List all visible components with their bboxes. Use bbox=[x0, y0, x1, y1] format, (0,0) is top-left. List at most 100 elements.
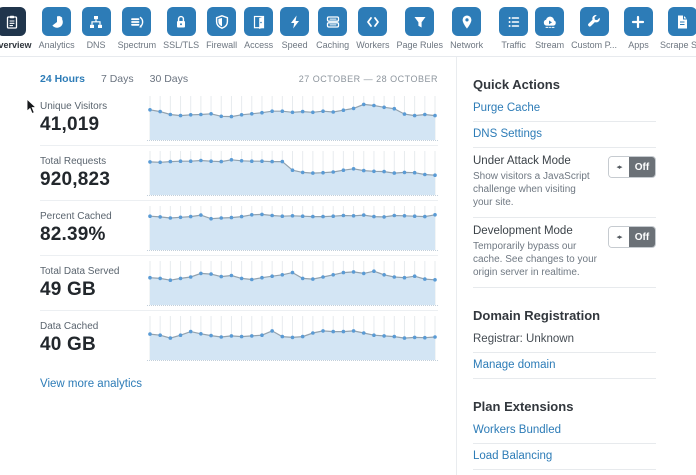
server-stack-icon bbox=[318, 7, 348, 36]
tab-speed[interactable]: Speed bbox=[280, 7, 310, 50]
metric-row-unique-visitors: Unique Visitors 41,019 bbox=[40, 91, 438, 146]
tab-overview[interactable]: Overview bbox=[0, 7, 32, 50]
development-mode-description: Temporarily bypass our cache. See change… bbox=[473, 241, 597, 278]
sidebar: Quick Actions Purge Cache DNS Settings U… bbox=[457, 57, 696, 475]
tab-24-hours[interactable]: 24 Hours bbox=[40, 73, 85, 85]
metric-label: Total Data Served bbox=[40, 265, 120, 277]
pie-chart-icon bbox=[42, 7, 72, 36]
metric-value: 41,019 bbox=[40, 113, 100, 135]
tab-scrape-shield[interactable]: Scrape S... bbox=[660, 7, 696, 50]
development-mode-title: Development Mode bbox=[473, 225, 573, 237]
metric-value: 82.39% bbox=[40, 223, 106, 245]
toggle-arrows-icon: ◂▸ bbox=[609, 227, 629, 247]
nav-label: Spectrum bbox=[117, 40, 157, 50]
metric-row-percent-cached: Percent Cached 82.39% bbox=[40, 201, 438, 256]
tab-firewall[interactable]: Firewall bbox=[206, 7, 237, 50]
app-navigation: Overview Analytics DNS Spectrum SSL/TLS bbox=[0, 0, 696, 57]
sparkline-chart bbox=[147, 205, 438, 251]
nav-label: Access bbox=[244, 40, 274, 50]
document-icon bbox=[667, 7, 696, 36]
under-attack-mode-title: Under Attack Mode bbox=[473, 155, 571, 167]
lightning-bolt-icon bbox=[280, 7, 310, 36]
nav-label: Apps bbox=[628, 40, 649, 50]
tab-analytics[interactable]: Analytics bbox=[39, 7, 75, 50]
tab-ssl-tls[interactable]: SSL/TLS bbox=[163, 7, 199, 50]
tab-spectrum[interactable]: Spectrum bbox=[117, 7, 157, 50]
sparkline-chart bbox=[147, 260, 438, 306]
nav-label: DNS bbox=[86, 40, 106, 50]
nav-label: SSL/TLS bbox=[163, 40, 200, 50]
nav-label: Workers bbox=[356, 40, 390, 50]
door-icon bbox=[244, 7, 274, 36]
under-attack-mode-toggle[interactable]: ◂▸ Off bbox=[608, 156, 656, 178]
metric-label: Unique Visitors bbox=[40, 100, 108, 112]
view-more-analytics-link[interactable]: View more analytics bbox=[40, 378, 143, 390]
nav-label: Analytics bbox=[38, 40, 75, 50]
tab-traffic[interactable]: Traffic bbox=[499, 7, 529, 50]
under-attack-mode-description: Show visitors a JavaScript challenge whe… bbox=[473, 171, 590, 208]
purge-cache-link[interactable]: Purge Cache bbox=[473, 102, 541, 114]
metric-row-data-cached: Data Cached 40 GB bbox=[40, 311, 438, 366]
clipboard-icon bbox=[0, 7, 27, 36]
metric-label: Total Requests bbox=[40, 155, 107, 167]
funnel-icon bbox=[405, 7, 435, 36]
metric-row-total-data-served: Total Data Served 49 GB bbox=[40, 256, 438, 311]
tab-dns[interactable]: DNS bbox=[81, 7, 111, 50]
metric-row-total-requests: Total Requests 920,823 bbox=[40, 146, 438, 201]
padlock-icon bbox=[166, 7, 196, 36]
workers-bundled-link[interactable]: Workers Bundled bbox=[473, 424, 561, 436]
date-range-label: 27 OCTOBER — 28 OCTOBER bbox=[298, 74, 438, 84]
sparkline-chart bbox=[147, 316, 438, 361]
tab-30-days[interactable]: 30 Days bbox=[149, 73, 189, 85]
nav-label: Overview bbox=[0, 40, 32, 50]
metric-label: Data Cached bbox=[40, 321, 99, 332]
metric-value: 920,823 bbox=[40, 168, 111, 190]
quick-actions-title: Quick Actions bbox=[473, 77, 560, 92]
tab-apps[interactable]: Apps bbox=[623, 7, 653, 50]
nav-label: Scrape S... bbox=[659, 40, 696, 50]
load-balancing-link[interactable]: Load Balancing bbox=[473, 450, 553, 462]
dns-settings-link[interactable]: DNS Settings bbox=[473, 128, 543, 140]
layers-swirl-icon bbox=[122, 7, 152, 36]
map-pin-icon bbox=[452, 7, 482, 36]
toggle-arrows-icon: ◂▸ bbox=[609, 157, 629, 177]
wrench-icon bbox=[579, 7, 609, 36]
manage-domain-link[interactable]: Manage domain bbox=[473, 359, 556, 371]
tab-workers[interactable]: Workers bbox=[356, 7, 390, 50]
bullet-list-icon bbox=[499, 7, 529, 36]
metrics-list: Unique Visitors 41,019 Total Requests 92… bbox=[40, 91, 438, 366]
cloud-play-icon bbox=[535, 7, 565, 36]
tab-page-rules[interactable]: Page Rules bbox=[396, 7, 444, 50]
plan-extensions-title: Plan Extensions bbox=[473, 399, 574, 414]
sitemap-icon bbox=[81, 7, 111, 36]
toggle-state-label: Off bbox=[629, 157, 655, 177]
manage-domain-row: Manage domain bbox=[473, 353, 656, 379]
nav-label: Traffic bbox=[501, 40, 526, 50]
nav-label: Network bbox=[450, 40, 484, 50]
toggle-state-label: Off bbox=[629, 227, 655, 247]
nav-label: Stream bbox=[535, 40, 565, 50]
development-mode-toggle[interactable]: ◂▸ Off bbox=[608, 226, 656, 248]
tab-custom-pages[interactable]: Custom P... bbox=[571, 7, 617, 50]
purge-cache-row: Purge Cache bbox=[473, 96, 656, 122]
metric-value: 40 GB bbox=[40, 334, 96, 355]
tab-network[interactable]: Network bbox=[450, 7, 483, 50]
workers-bundled-row: Workers Bundled bbox=[473, 418, 656, 444]
analytics-panel: 24 Hours 7 Days 30 Days 27 OCTOBER — 28 … bbox=[0, 57, 457, 475]
tab-7-days[interactable]: 7 Days bbox=[100, 73, 134, 85]
nav-label: Speed bbox=[281, 40, 308, 50]
sparkline-chart bbox=[147, 95, 438, 141]
tab-caching[interactable]: Caching bbox=[316, 7, 349, 50]
under-attack-mode-row: Under Attack Mode Show visitors a JavaSc… bbox=[473, 148, 656, 218]
load-balancing-row: Load Balancing bbox=[473, 444, 656, 470]
sparkline-chart bbox=[147, 150, 438, 196]
tab-stream[interactable]: Stream bbox=[535, 7, 564, 50]
registrar-row: Registrar: Unknown bbox=[473, 327, 656, 353]
metric-label: Percent Cached bbox=[40, 210, 112, 222]
nav-label: Page Rules bbox=[396, 40, 444, 50]
nav-label: Custom P... bbox=[571, 40, 617, 50]
nav-label: Caching bbox=[316, 40, 350, 50]
tab-access[interactable]: Access bbox=[244, 7, 273, 50]
time-range-row: 24 Hours 7 Days 30 Days 27 OCTOBER — 28 … bbox=[40, 73, 438, 85]
